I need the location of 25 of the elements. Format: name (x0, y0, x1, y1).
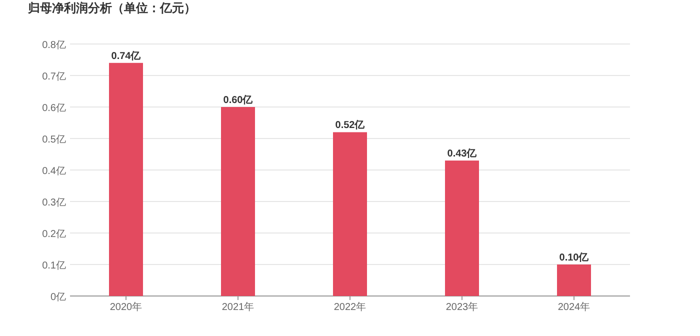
chart-title: 归母净利润分析（单位：亿元） (27, 1, 196, 15)
y-tick-label: 0.4亿 (42, 166, 66, 177)
data-label: 0.60亿 (223, 94, 254, 106)
data-label: 0.43亿 (447, 148, 478, 160)
y-tick-label: 0.3亿 (42, 198, 66, 208)
bar (333, 132, 367, 296)
bar (445, 160, 479, 296)
y-tick-label: 0.5亿 (42, 134, 66, 146)
y-tick-label: 0亿 (50, 292, 66, 303)
bar (221, 107, 255, 296)
x-tick-label: 2022年 (334, 301, 366, 313)
y-tick-label: 0.6亿 (42, 103, 66, 114)
bar (557, 264, 591, 296)
x-tick-label: 2020年 (110, 301, 142, 313)
data-label: 0.10亿 (559, 252, 590, 264)
x-tick-label: 2023年 (446, 301, 478, 313)
y-tick-label: 0.8亿 (42, 40, 66, 51)
data-label: 0.74亿 (111, 50, 142, 62)
data-label: 0.52亿 (335, 119, 366, 132)
y-tick-label: 0.2亿 (42, 229, 66, 240)
bar (109, 62, 143, 296)
x-tick-label: 2021年 (222, 301, 254, 313)
y-tick-label: 0.7亿 (42, 72, 66, 82)
x-tick-label: 2024年 (558, 301, 590, 313)
y-tick-label: 0.1亿 (42, 260, 66, 272)
